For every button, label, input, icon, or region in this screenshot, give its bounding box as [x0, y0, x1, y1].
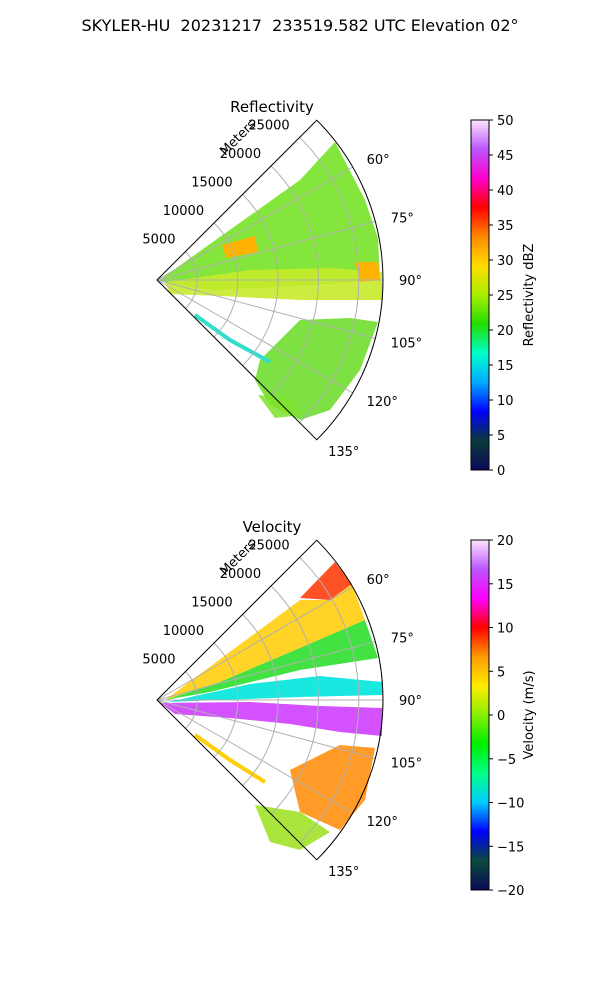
reflectivity-echo-core-2	[355, 262, 380, 282]
range-tick-label-3: 20000	[220, 147, 261, 162]
velocity-echo-line	[193, 733, 267, 784]
range-tick-label-4: 25000	[248, 118, 289, 133]
range-tick-label-1: 10000	[163, 624, 204, 639]
azimuth-tick-label-1: 75°	[391, 631, 414, 646]
colorbar-tick-label-6: 30	[497, 254, 514, 269]
azimuth-tick-label-3: 105°	[391, 337, 422, 352]
colorbar-tick-label-3: 15	[497, 359, 514, 374]
colorbar-tick-label-8: 20	[497, 534, 514, 549]
reflectivity-colorbar: 0 5 10 15 20 25 30 35 40 45 50	[470, 114, 514, 479]
colorbar-tick-label-3: −5	[497, 753, 516, 768]
reflectivity-echo-line	[193, 313, 271, 364]
velocity-colorbar-label: Velocity (m/s)	[522, 670, 537, 759]
azimuth-tick-label-5: 135°	[328, 445, 359, 460]
colorbar-tick-label-7: 15	[497, 578, 514, 593]
colorbar-bar	[470, 119, 490, 471]
reflectivity-echo-north	[158, 142, 380, 290]
azimuth-tick-label-1: 75°	[391, 211, 414, 226]
reflectivity-echo-south-scatter	[258, 395, 302, 418]
colorbar-tick-label-7: 35	[497, 219, 514, 234]
range-tick-label-0: 5000	[142, 233, 175, 248]
velocity-echo-field	[160, 562, 382, 850]
colorbar-tick-label-8: 40	[497, 184, 514, 199]
sector-frame	[156, 119, 384, 441]
azimuth-gridline-4	[156, 699, 353, 814]
colorbar-tick-label-0: 0	[497, 464, 505, 479]
velocity-echo-green	[165, 620, 378, 700]
azimuth-tick-label-3: 105°	[391, 757, 422, 772]
colorbar-tick-label-2: 10	[497, 394, 514, 409]
range-tick-label-2: 15000	[191, 175, 232, 190]
reflectivity-panel-title: Reflectivity	[230, 98, 314, 116]
reflectivity-echo-core-1	[222, 236, 258, 258]
colorbar-tick-label-9: 45	[497, 149, 514, 164]
colorbar-tick-label-0: −20	[497, 884, 524, 899]
velocity-echo-far-north	[300, 562, 352, 600]
azimuth-gridline-0	[156, 586, 353, 701]
velocity-echo-south-orange	[290, 745, 375, 830]
velocity-echo-north-yellow	[165, 584, 365, 700]
reflectivity-echo-field	[158, 142, 382, 420]
colorbar-tick-label-1: 5	[497, 429, 505, 444]
range-tick-label-2: 15000	[191, 595, 232, 610]
azimuth-gridline-0	[156, 166, 353, 281]
velocity-echo-cyan	[168, 676, 382, 702]
velocity-colorbar: −20 −15 −10 −5 0 5 10 15 20	[470, 534, 524, 899]
azimuth-tick-label-2: 90°	[399, 694, 422, 709]
colorbar-tick-label-1: −15	[497, 840, 524, 855]
reflectivity-echo-band	[165, 268, 382, 300]
colorbar-tick-label-4: 20	[497, 324, 514, 339]
azimuth-gridline-4	[156, 279, 353, 394]
colorbar-tick-label-5: 25	[497, 289, 514, 304]
sector-frame	[156, 539, 384, 861]
colorbar-tick-label-10: 50	[497, 114, 514, 129]
reflectivity-echo-south	[255, 318, 378, 420]
figure-title: SKYLER-HU 20231217 233519.582 UTC Elevat…	[81, 16, 519, 35]
azimuth-tick-label-0: 60°	[367, 573, 390, 588]
range-tick-label-1: 10000	[163, 204, 204, 219]
azimuth-gridline-3	[156, 279, 376, 339]
azimuth-gridline-1	[156, 221, 376, 281]
azimuth-tick-label-0: 60°	[367, 153, 390, 168]
azimuth-tick-label-4: 120°	[367, 395, 398, 410]
velocity-panel-title: Velocity	[243, 518, 302, 536]
colorbar-tick-label-4: 0	[497, 709, 505, 724]
colorbar-bar	[470, 539, 490, 891]
range-tick-label-4: 25000	[248, 538, 289, 553]
velocity-panel: Velocity 60° 75° 90° 105° 120° 135° 5000 10000 1…	[142, 518, 537, 899]
azimuth-tick-label-2: 90°	[399, 274, 422, 289]
range-tick-label-3: 20000	[220, 567, 261, 582]
azimuth-tick-label-4: 120°	[367, 815, 398, 830]
colorbar-tick-label-2: −10	[497, 797, 524, 812]
azimuth-gridline-3	[156, 699, 376, 759]
reflectivity-colorbar-label: Reflectivity dBZ	[522, 244, 537, 347]
velocity-echo-magenta	[160, 702, 382, 736]
azimuth-tick-label-5: 135°	[328, 865, 359, 880]
range-tick-label-0: 5000	[142, 653, 175, 668]
colorbar-tick-label-5: 5	[497, 665, 505, 680]
azimuth-gridline-1	[156, 641, 376, 701]
reflectivity-panel: Reflectivity 60° 75° 90° 105° 120° 135° 5000 10…	[142, 98, 537, 479]
colorbar-tick-label-6: 10	[497, 622, 514, 637]
